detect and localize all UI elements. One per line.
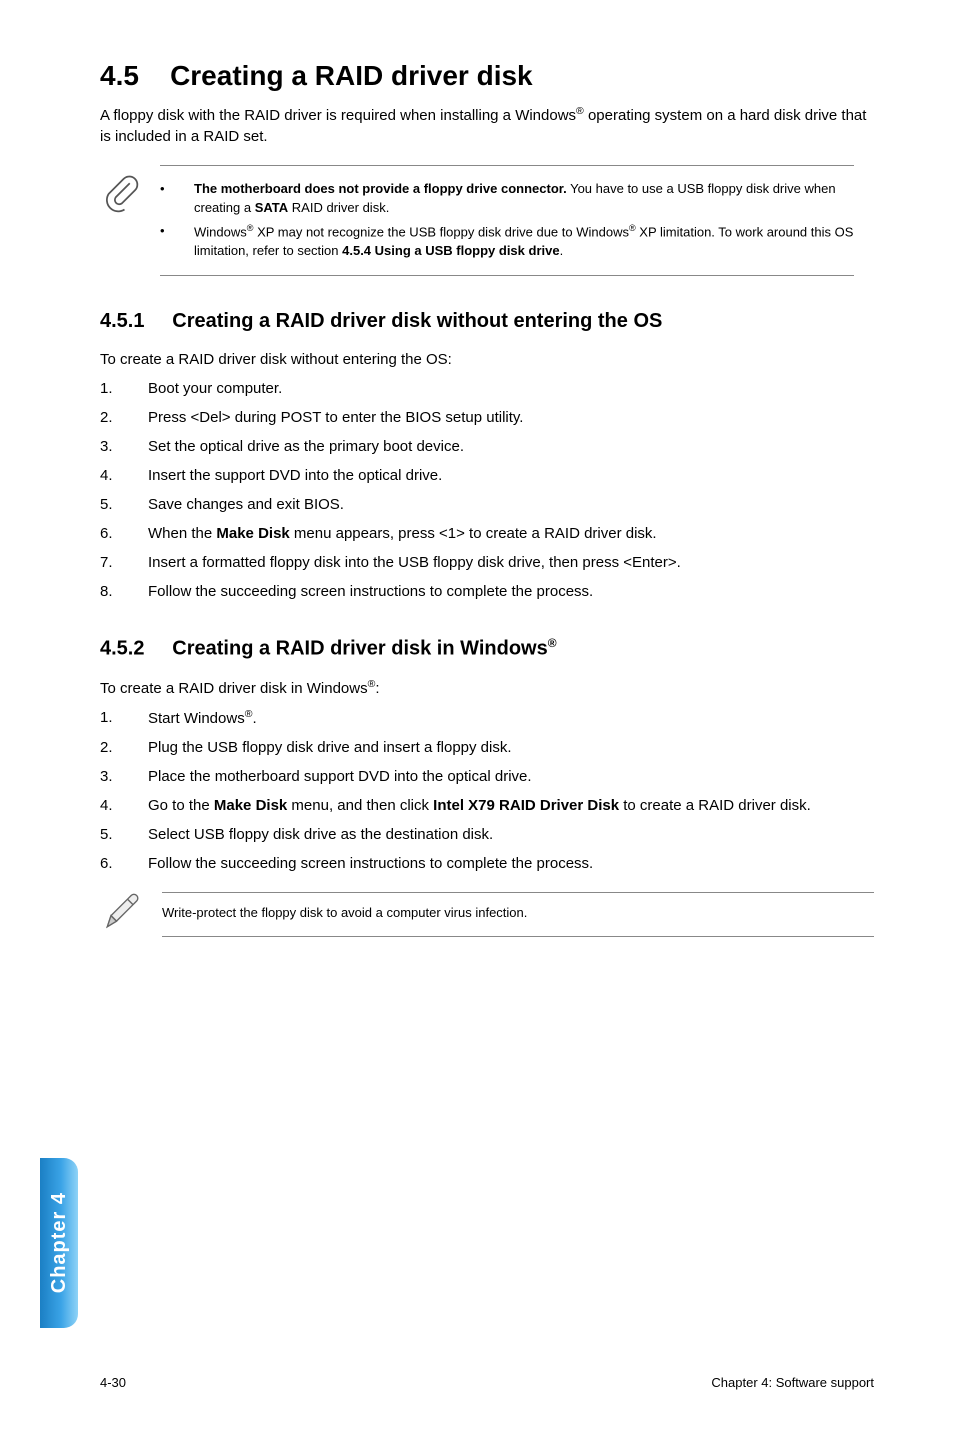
item-pre: Start Windows: [148, 710, 245, 727]
registered-mark: ®: [548, 636, 557, 650]
note-text-1b: RAID driver disk.: [288, 200, 389, 215]
item-pre: Go to the: [148, 797, 214, 814]
item-number: 2.: [100, 407, 148, 428]
heading-title: Creating a RAID driver disk: [170, 60, 533, 91]
item-number: 4.: [100, 465, 148, 486]
note-content: • The motherboard does not provide a flo…: [160, 165, 854, 276]
list-item: 3.Set the optical drive as the primary b…: [100, 436, 874, 457]
registered-mark: ®: [576, 105, 584, 117]
intro-text-1: A floppy disk with the RAID driver is re…: [100, 107, 576, 124]
list-item: 3.Place the motherboard support DVD into…: [100, 766, 874, 787]
list-item: 2.Press <Del> during POST to enter the B…: [100, 407, 874, 428]
note-callout: • The motherboard does not provide a flo…: [100, 165, 874, 276]
pencil-icon: [100, 890, 162, 939]
subsection-title-pre: Creating a RAID driver disk in Windows: [172, 637, 547, 659]
item-number: 7.: [100, 552, 148, 573]
list-item: 7.Insert a formatted floppy disk into th…: [100, 552, 874, 573]
subsection-title: Creating a RAID driver disk without ente…: [172, 310, 662, 332]
list-item: 5.Save changes and exit BIOS.: [100, 494, 874, 515]
item-number: 3.: [100, 436, 148, 457]
note-bold-2: SATA: [255, 200, 288, 215]
lead-post: :: [375, 680, 379, 697]
note-bullet-2: • Windows ® XP may not recognize the USB …: [160, 222, 854, 261]
item-text: Set the optical drive as the primary boo…: [148, 436, 464, 457]
chapter-tab: Chapter 4: [40, 1158, 78, 1328]
item-number: 1.: [100, 378, 148, 399]
paperclip-icon: [100, 165, 160, 222]
subsection-number: 4.5.2: [100, 637, 144, 659]
item-text: Place the motherboard support DVD into t…: [148, 766, 532, 787]
chapter-tab-label: Chapter 4: [48, 1192, 71, 1293]
item-number: 5.: [100, 824, 148, 845]
item-post: .: [252, 710, 256, 727]
item-text: Go to the Make Disk menu, and then click…: [148, 795, 811, 816]
note-text-2b: XP may not recognize the USB floppy disk…: [253, 224, 629, 239]
list-item: 6.When the Make Disk menu appears, press…: [100, 523, 874, 544]
list-item: 5.Select USB floppy disk drive as the de…: [100, 824, 874, 845]
item-bold: Make Disk: [216, 525, 289, 542]
item-bold-2: Intel X79 RAID Driver Disk: [433, 797, 619, 814]
item-text: Insert a formatted floppy disk into the …: [148, 552, 681, 573]
note-bullet-2-text: Windows ® XP may not recognize the USB fl…: [194, 222, 854, 261]
heading-number: 4.5: [100, 60, 139, 91]
list-item: 4.Go to the Make Disk menu, and then cli…: [100, 795, 874, 816]
tip-text: Write-protect the floppy disk to avoid a…: [162, 892, 874, 937]
note-text-2a: Windows: [194, 224, 247, 239]
note-bullet-1-text: The motherboard does not provide a flopp…: [194, 180, 854, 218]
item-text: Plug the USB floppy disk drive and inser…: [148, 737, 512, 758]
section-451-lead: To create a RAID driver disk without ent…: [100, 351, 874, 368]
bullet-dot: •: [160, 222, 194, 261]
note-bold-3: 4.5.4 Using a USB floppy disk drive: [342, 243, 559, 258]
section-452-lead: To create a RAID driver disk in Windows®…: [100, 678, 874, 697]
item-text: Insert the support DVD into the optical …: [148, 465, 442, 486]
item-number: 5.: [100, 494, 148, 515]
item-bold-1: Make Disk: [214, 797, 287, 814]
bullet-dot: •: [160, 180, 194, 218]
item-number: 4.: [100, 795, 148, 816]
item-text: When the Make Disk menu appears, press <…: [148, 523, 657, 544]
list-item: 4.Insert the support DVD into the optica…: [100, 465, 874, 486]
page-number: 4-30: [100, 1375, 126, 1390]
list-item: 6.Follow the succeeding screen instructi…: [100, 853, 874, 874]
item-post: to create a RAID driver disk.: [619, 797, 811, 814]
item-number: 2.: [100, 737, 148, 758]
item-text: Start Windows®.: [148, 707, 257, 729]
item-text: Select USB floppy disk drive as the dest…: [148, 824, 493, 845]
page-footer: 4-30 Chapter 4: Software support: [100, 1375, 874, 1390]
item-text: Follow the succeeding screen instruction…: [148, 581, 593, 602]
item-text: Save changes and exit BIOS.: [148, 494, 344, 515]
registered-mark: ®: [629, 223, 636, 233]
list-item: 8.Follow the succeeding screen instructi…: [100, 581, 874, 602]
item-pre: When the: [148, 525, 216, 542]
item-number: 8.: [100, 581, 148, 602]
tip-callout: Write-protect the floppy disk to avoid a…: [100, 890, 874, 939]
list-item: 1.Boot your computer.: [100, 378, 874, 399]
item-text: Follow the succeeding screen instruction…: [148, 853, 593, 874]
item-mid: menu, and then click: [287, 797, 433, 814]
subsection-number: 4.5.1: [100, 310, 144, 332]
list-item: 2.Plug the USB floppy disk drive and ins…: [100, 737, 874, 758]
item-number: 6.: [100, 853, 148, 874]
item-number: 1.: [100, 707, 148, 729]
item-text: Boot your computer.: [148, 378, 282, 399]
item-post: menu appears, press <1> to create a RAID…: [290, 525, 657, 542]
footer-chapter-label: Chapter 4: Software support: [711, 1375, 874, 1390]
subsection-452-heading: 4.5.2 Creating a RAID driver disk in Win…: [100, 636, 874, 661]
item-number: 6.: [100, 523, 148, 544]
lead-pre: To create a RAID driver disk in Windows: [100, 680, 368, 697]
list-item: 1.Start Windows®.: [100, 707, 874, 729]
item-text: Press <Del> during POST to enter the BIO…: [148, 407, 523, 428]
note-bullet-1: • The motherboard does not provide a flo…: [160, 180, 854, 218]
note-bold-1: The motherboard does not provide a flopp…: [194, 181, 567, 196]
note-text-2d: .: [560, 243, 564, 258]
intro-paragraph: A floppy disk with the RAID driver is re…: [100, 104, 874, 147]
subsection-451-heading: 4.5.1 Creating a RAID driver disk withou…: [100, 310, 874, 333]
item-number: 3.: [100, 766, 148, 787]
section-heading: 4.5 Creating a RAID driver disk: [100, 60, 874, 92]
